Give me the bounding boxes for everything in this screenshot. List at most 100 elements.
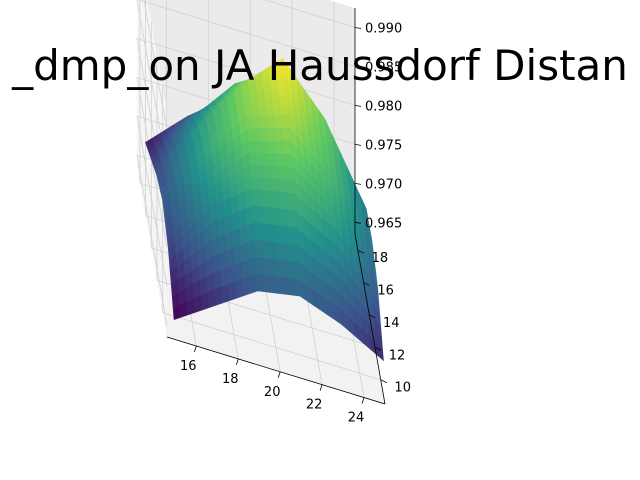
surface-patch <box>278 178 288 193</box>
surface-patch <box>252 109 261 117</box>
surface-patch <box>267 224 277 243</box>
y-tick <box>363 282 370 286</box>
surface-patch <box>245 110 254 118</box>
surface-patch <box>262 140 271 154</box>
surface-patch <box>253 115 262 130</box>
x-tick-label: 16 <box>180 359 197 374</box>
surface-patch <box>263 274 273 293</box>
axis-ticks: 16 18 20 22 24 10 12 14 16 18 0.965 0.970 0.975 0.980… <box>180 22 411 426</box>
chart-title: _dmp_on JA Haussdorf Distan <box>11 41 628 90</box>
surface-patch <box>254 128 263 142</box>
surface-patch <box>244 188 254 209</box>
x-tick <box>235 358 239 366</box>
surface-patch <box>232 228 242 249</box>
z-tick <box>354 27 362 29</box>
surface-patch <box>275 127 284 142</box>
surface-patch <box>255 140 264 154</box>
surface-patch <box>288 226 298 246</box>
surface-patch <box>283 153 293 168</box>
surface-patch <box>275 140 285 155</box>
z-tick-label: 0.990 <box>365 22 402 37</box>
surface-patch <box>273 105 282 116</box>
y-tick <box>374 346 382 351</box>
surface-patch <box>269 153 279 167</box>
surface-patch <box>271 178 281 193</box>
surface-patch <box>247 239 257 260</box>
x-tick-label: 24 <box>348 411 365 426</box>
z-tick-label: 0.970 <box>365 177 402 192</box>
z-tick-label: 0.975 <box>365 138 402 153</box>
surface-patch <box>248 256 258 277</box>
surface-patch <box>274 114 283 129</box>
surface-patch <box>282 242 292 262</box>
x-axis-line <box>166 336 386 405</box>
surface-patch <box>248 152 258 166</box>
axis-lines <box>166 8 386 405</box>
surface-patch <box>246 116 255 130</box>
surface-patch <box>262 257 272 276</box>
surface-patch <box>223 197 233 218</box>
z-tick <box>354 221 362 224</box>
surface-patch <box>227 264 237 285</box>
surface-patch <box>281 114 290 129</box>
surface-patch <box>266 207 276 226</box>
surface-patch <box>228 281 238 301</box>
surface-patch <box>186 298 196 316</box>
surface-patch <box>218 233 228 254</box>
surface-patch <box>193 295 203 313</box>
y-tick-label: 18 <box>372 251 389 266</box>
surface-patch <box>275 242 285 261</box>
y-tick <box>380 379 387 384</box>
surface-patch <box>277 276 287 295</box>
surface-patch <box>252 205 262 224</box>
surface-plot <box>145 57 384 362</box>
y-tick-label: 14 <box>383 316 400 331</box>
surface-patch <box>277 166 287 181</box>
surface-patch <box>230 194 240 215</box>
surface-patch <box>270 165 280 180</box>
z-gridline <box>136 0 356 170</box>
surface-patch <box>282 127 291 142</box>
z-tick <box>354 66 362 68</box>
z-tick <box>354 182 362 185</box>
surface-patch <box>285 179 295 194</box>
surface-patch <box>213 269 223 290</box>
surface-patch <box>242 276 252 297</box>
surface-patch <box>290 260 300 280</box>
surface-patch <box>255 256 265 276</box>
y-tick <box>369 314 376 319</box>
y-tick-label: 12 <box>389 348 406 363</box>
surface-patch <box>291 277 300 297</box>
surface-patch <box>265 189 275 209</box>
surface-patch <box>238 208 248 229</box>
surface-patch <box>268 241 278 260</box>
surface-patch <box>253 222 263 241</box>
surface-patch <box>224 214 234 235</box>
surface-patch <box>375 341 384 362</box>
surface-patch <box>251 188 261 207</box>
surface-patch <box>268 127 277 142</box>
surface-patch <box>220 267 230 287</box>
x-tick-label: 22 <box>306 398 323 413</box>
surface-patch <box>250 176 260 190</box>
surface-patch <box>287 209 297 229</box>
surface-patch <box>179 301 189 318</box>
surface-patch <box>255 152 265 166</box>
surface-patch <box>264 177 274 192</box>
surface-patch <box>214 286 224 306</box>
surface-patch <box>254 239 264 258</box>
surface-patch <box>237 191 247 212</box>
surface-patch <box>256 273 266 293</box>
surface-patch <box>272 97 281 108</box>
surface-patch <box>266 107 275 117</box>
surface-patch <box>231 211 241 232</box>
surface-patch <box>246 222 256 243</box>
x-tick-label: 20 <box>264 385 281 400</box>
surface-patch <box>269 258 279 277</box>
surface-patch <box>249 273 259 294</box>
z-tick-label: 0.980 <box>365 99 402 114</box>
surface-patch <box>259 108 268 117</box>
surface-patch <box>284 166 294 181</box>
x-tick <box>277 371 281 378</box>
